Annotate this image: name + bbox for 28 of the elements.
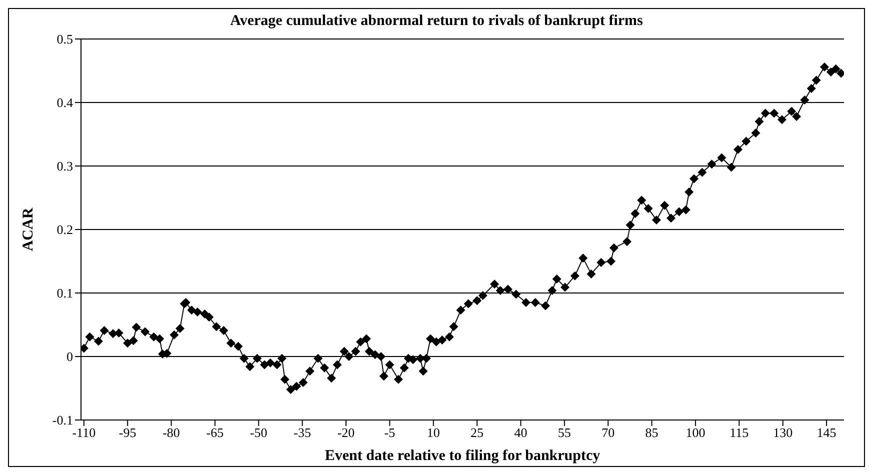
x-axis-title: Event date relative to filing for bankruptcy (324, 448, 601, 464)
x-tick-label: -80 (162, 425, 180, 440)
x-tick-label: 115 (730, 425, 749, 440)
x-tick-label: 100 (686, 425, 706, 440)
x-tick-label: 25 (470, 425, 484, 440)
y-tick-label: 0 (66, 349, 73, 364)
y-tick-label: 0.2 (56, 222, 73, 238)
x-tick-label: -50 (250, 425, 268, 440)
chart-title: Average cumulative abnormal return to rivals of bankrupt firms (229, 12, 644, 31)
y-tick-label: 0.1 (56, 286, 73, 301)
y-tick-label: -0.1 (52, 412, 73, 428)
y-axis-title: ACAR (20, 208, 36, 252)
y-tick-label: 0.4 (56, 95, 74, 110)
x-tick-label: 40 (514, 425, 528, 440)
x-tick-label: 85 (645, 425, 658, 440)
x-tick-label: 70 (602, 425, 615, 440)
x-tick-label: -5 (384, 425, 396, 440)
y-tick-label: 0.5 (56, 32, 73, 47)
x-tick-label: -20 (337, 425, 355, 440)
x-tick-label: -110 (72, 425, 96, 440)
x-tick-label: 10 (426, 425, 440, 440)
x-tick-label: 145 (816, 425, 836, 440)
x-tick-label: -35 (294, 425, 311, 440)
x-tick-label: -95 (118, 425, 136, 440)
x-tick-label: 130 (773, 425, 793, 440)
x-tick-label: -65 (206, 425, 224, 440)
x-tick-label: 55 (558, 425, 571, 440)
y-tick-label: 0.3 (56, 158, 73, 174)
